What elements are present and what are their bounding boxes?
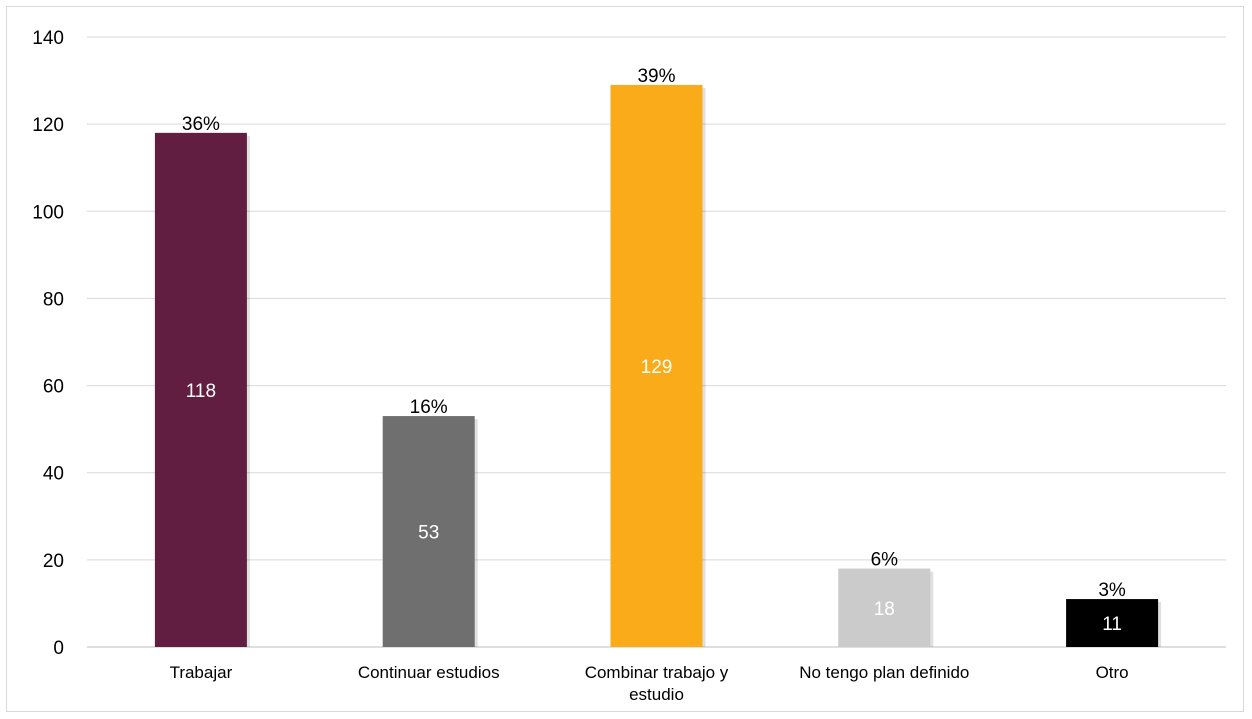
- value-label: 53: [418, 523, 439, 544]
- bar: [610, 84, 703, 647]
- value-label: 129: [641, 357, 673, 378]
- value-label: 18: [874, 599, 895, 620]
- percent-label: 6%: [871, 550, 899, 571]
- percent-label: 39%: [637, 66, 675, 87]
- value-label: 118: [186, 381, 216, 402]
- x-category-label: Trabajar: [170, 663, 233, 682]
- x-category-label: No tengo plan definido: [799, 663, 969, 682]
- y-tick-label: 20: [43, 551, 64, 572]
- percent-label: 3%: [1098, 580, 1126, 601]
- percent-label: 36%: [182, 114, 220, 135]
- y-tick-label: 60: [43, 377, 64, 398]
- x-category-label: Continuar estudios: [358, 663, 500, 682]
- percent-label: 16%: [410, 397, 448, 418]
- x-category-label: estudio: [629, 685, 684, 704]
- y-tick-label: 40: [43, 464, 64, 485]
- y-tick-label: 80: [43, 289, 64, 310]
- bar: [154, 132, 247, 647]
- y-tick-label: 0: [53, 638, 64, 659]
- y-tick-label: 120: [32, 115, 64, 136]
- y-tick-label: 100: [32, 202, 64, 223]
- x-category-label: Otro: [1096, 663, 1129, 682]
- bar: [382, 416, 475, 647]
- x-category-label: Combinar trabajo y: [585, 663, 729, 682]
- y-tick-label: 140: [32, 28, 64, 49]
- value-label: 11: [1102, 614, 1122, 635]
- bar: [1066, 599, 1159, 647]
- bar: [838, 568, 931, 647]
